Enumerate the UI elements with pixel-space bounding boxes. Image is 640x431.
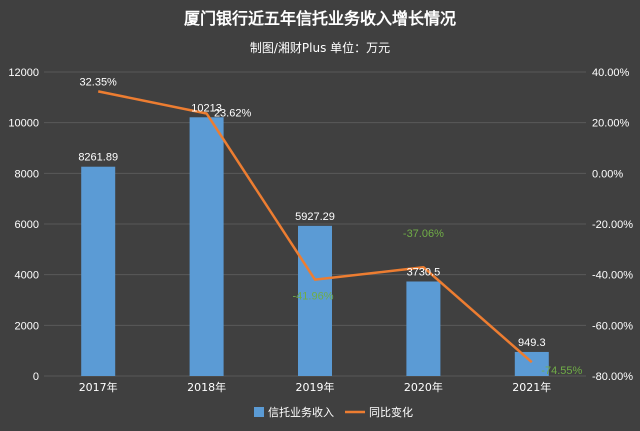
axis-labels: 0 -80.00% 2000 -60.00% 4000 -40.00% 6000 -20.00…	[8, 67, 633, 394]
line-path	[97, 90, 533, 364]
y-left-tick-label: 4000	[15, 270, 39, 282]
y-right-tick-label: 20.00%	[592, 118, 630, 130]
bar-series	[81, 117, 549, 377]
y-left-tick-label: 8000	[15, 168, 39, 180]
bar-value-label: 10213	[191, 102, 222, 114]
bar-value-label: 5927.29	[295, 211, 335, 223]
y-right-tick-label: -20.00%	[592, 219, 633, 231]
legend-label-line: 同比变化	[369, 405, 413, 419]
bar-value-label: 3730.5	[407, 266, 441, 278]
line-value-label: 32.35%	[80, 76, 118, 88]
bar	[81, 166, 116, 376]
line-value-label: -37.06%	[403, 228, 444, 240]
bar-value-label: 949.3	[518, 337, 546, 349]
legend-label-bar: 信托业务收入	[268, 405, 334, 419]
x-tick-label: 2019年	[296, 380, 335, 394]
y-right-tick-label: -80.00%	[592, 371, 633, 383]
line-value-label: 23.62%	[214, 107, 252, 119]
x-tick-label: 2020年	[404, 380, 443, 394]
legend-swatch-bar	[254, 407, 264, 417]
bar	[189, 117, 224, 377]
y-left-tick-label: 10000	[8, 118, 39, 130]
x-tick-label: 2018年	[187, 380, 226, 394]
y-left-tick-label: 2000	[15, 320, 39, 332]
chart-title: 厦门银行近五年信托业务收入增长情况	[184, 9, 456, 28]
x-tick-label: 2021年	[512, 380, 551, 394]
y-right-tick-label: -60.00%	[592, 320, 633, 332]
bar	[406, 281, 441, 376]
line-series	[97, 90, 533, 364]
y-right-tick-label: 0.00%	[592, 168, 623, 180]
bar	[514, 351, 549, 376]
chart-subtitle: 制图/湘财Plus 单位：万元	[250, 40, 390, 55]
line-value-label: -41.96%	[293, 291, 334, 303]
line-value-label: -74.55%	[541, 365, 582, 377]
legend: 信托业务收入 同比变化	[254, 405, 413, 419]
bar	[298, 225, 332, 376]
y-left-tick-label: 6000	[15, 219, 39, 231]
y-left-tick-label: 0	[33, 371, 39, 383]
x-tick-label: 2017年	[79, 380, 118, 394]
bar-value-label: 8261.89	[78, 152, 118, 164]
y-right-tick-label: 40.00%	[592, 67, 630, 79]
y-right-tick-label: -40.00%	[592, 270, 633, 282]
data-labels: 8261.89 10213 5927.29 3730.5 949.3 32.35% 23.6…	[78, 76, 582, 377]
y-left-tick-label: 12000	[8, 67, 39, 79]
